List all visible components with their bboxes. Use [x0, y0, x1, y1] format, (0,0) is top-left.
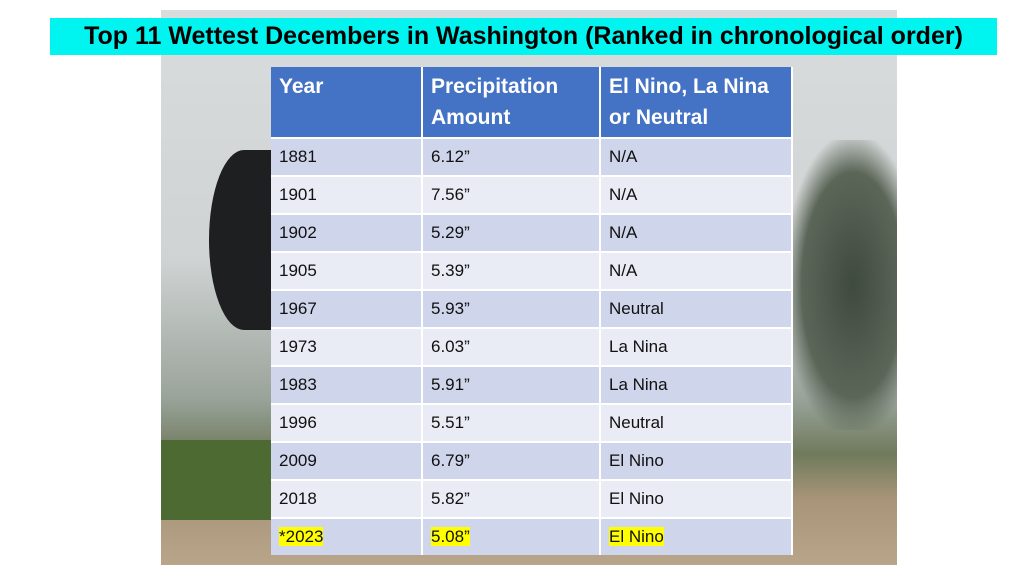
cell-text: 1881 [279, 147, 317, 166]
cell-enso: N/A [600, 137, 793, 176]
cell-text: 1905 [279, 261, 317, 280]
cell-text: Neutral [609, 299, 664, 318]
cell-enso: El Nino [600, 479, 793, 518]
header-year: Year [271, 67, 423, 138]
table-row: 1967 5.93” Neutral [271, 289, 793, 328]
cell-year: 1967 [271, 289, 423, 328]
cell-text: El Nino [609, 489, 664, 508]
cell-text: 5.91” [431, 375, 470, 394]
table-row: 1881 6.12” N/A [271, 137, 793, 176]
cell-year: 2018 [271, 479, 423, 518]
cell-year: 1881 [271, 137, 423, 176]
cell-precipitation: 6.79” [422, 441, 601, 480]
table-row: 2009 6.79” El Nino [271, 441, 793, 480]
cell-precipitation: 7.56” [422, 175, 601, 214]
cell-enso: N/A [600, 251, 793, 290]
cell-year: 1973 [271, 327, 423, 366]
cell-precipitation: 5.93” [422, 289, 601, 328]
tree [787, 140, 897, 430]
cell-text: 1967 [279, 299, 317, 318]
cell-precipitation: 6.12” [422, 137, 601, 176]
cell-text: N/A [609, 147, 638, 166]
cell-year: 1901 [271, 175, 423, 214]
cell-precipitation: 5.29” [422, 213, 601, 252]
cell-text: La Nina [609, 375, 668, 394]
cell-year: 1996 [271, 403, 423, 442]
cell-precipitation: 5.82” [422, 479, 601, 518]
wettest-decembers-table: Year Precipitation Amount El Nino, La Ni… [271, 67, 793, 555]
cell-enso: La Nina [600, 365, 793, 404]
page-title: Top 11 Wettest Decembers in Washington (… [50, 18, 997, 55]
cell-text: *2023 [279, 527, 324, 546]
table-row: 1983 5.91” La Nina [271, 365, 793, 404]
cell-text: 1902 [279, 223, 317, 242]
cell-precipitation: 5.91” [422, 365, 601, 404]
cell-text: 1973 [279, 337, 317, 356]
cell-enso: N/A [600, 213, 793, 252]
cell-text: 1901 [279, 185, 317, 204]
header-precipitation: Precipitation Amount [422, 67, 601, 138]
grass [161, 440, 271, 520]
cell-year: 1902 [271, 213, 423, 252]
cell-year: 1983 [271, 365, 423, 404]
table-row: 2018 5.82” El Nino [271, 479, 793, 518]
cell-text: 6.03” [431, 337, 470, 356]
cell-enso: El Nino [600, 517, 793, 555]
table-header-row: Year Precipitation Amount El Nino, La Ni… [271, 67, 793, 138]
cell-year: *2023 [271, 517, 423, 555]
table-row: 1996 5.51” Neutral [271, 403, 793, 442]
cell-text: 6.79” [431, 451, 470, 470]
cell-text: El Nino [609, 527, 664, 546]
cell-precipitation: 6.03” [422, 327, 601, 366]
cell-text: 5.39” [431, 261, 470, 280]
cell-precipitation: 5.51” [422, 403, 601, 442]
cell-text: 5.93” [431, 299, 470, 318]
header-enso: El Nino, La Nina or Neutral [600, 67, 793, 138]
cell-year: 2009 [271, 441, 423, 480]
cell-enso: Neutral [600, 289, 793, 328]
cell-enso: El Nino [600, 441, 793, 480]
cell-text: 5.08” [431, 527, 470, 546]
table-row: *2023 5.08” El Nino [271, 517, 793, 555]
table-row: 1973 6.03” La Nina [271, 327, 793, 366]
cell-text: 2018 [279, 489, 317, 508]
cell-enso: La Nina [600, 327, 793, 366]
cell-text: N/A [609, 261, 638, 280]
cell-enso: Neutral [600, 403, 793, 442]
cell-text: 1983 [279, 375, 317, 394]
cell-text: El Nino [609, 451, 664, 470]
cell-enso: N/A [600, 175, 793, 214]
cell-text: 2009 [279, 451, 317, 470]
table-row: 1902 5.29” N/A [271, 213, 793, 252]
cell-text: 1996 [279, 413, 317, 432]
cell-precipitation: 5.39” [422, 251, 601, 290]
cell-text: La Nina [609, 337, 668, 356]
table-row: 1901 7.56” N/A [271, 175, 793, 214]
table-row: 1905 5.39” N/A [271, 251, 793, 290]
cell-text: 5.29” [431, 223, 470, 242]
cell-text: N/A [609, 223, 638, 242]
cell-text: 7.56” [431, 185, 470, 204]
cell-text: 6.12” [431, 147, 470, 166]
cell-year: 1905 [271, 251, 423, 290]
umbrella [209, 150, 279, 330]
cell-precipitation: 5.08” [422, 517, 601, 555]
cell-text: 5.82” [431, 489, 470, 508]
cell-text: N/A [609, 185, 638, 204]
cell-text: 5.51” [431, 413, 470, 432]
cell-text: Neutral [609, 413, 664, 432]
